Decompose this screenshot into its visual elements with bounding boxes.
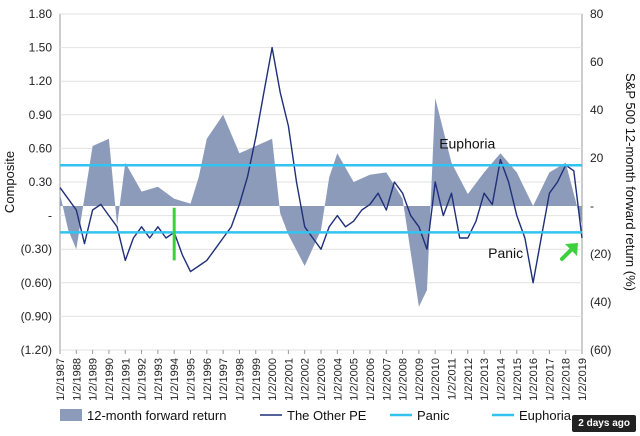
line-the-other-pe [59, 46, 583, 284]
area-12-month-forward-return [60, 98, 582, 307]
annotation-panic: Panic [488, 245, 523, 261]
left-tick-label: (0.90) [21, 309, 52, 323]
legend-item: The Other PE [260, 408, 367, 423]
x-tick-label: 1/2/1995 [186, 358, 198, 401]
x-tick-label: 1/2/2015 [512, 358, 524, 401]
x-tick-label: 1/2/1987 [55, 358, 67, 401]
x-tick-label: 1/2/1999 [251, 358, 263, 401]
left-tick-label: (1.20) [21, 343, 52, 357]
right-tick-label: (20) [590, 247, 611, 261]
x-tick-label: 1/2/2009 [414, 358, 426, 401]
x-tick-label: 1/2/2003 [316, 358, 328, 401]
x-tick-label: 1/2/1989 [88, 358, 100, 401]
x-tick-label: 1/2/2012 [463, 358, 475, 401]
x-tick-label: 1/2/2013 [479, 358, 491, 401]
green-arrow-2019 [560, 242, 578, 261]
left-tick-label: (0.30) [21, 242, 52, 256]
axes: 1.80 1.50 1.20 0.90 0.60 0.30 - (0.30) (0.60) (0.… [2, 7, 638, 401]
left-tick-label: 1.80 [29, 7, 53, 21]
left-tick-label: 1.20 [29, 74, 53, 88]
left-tick-label: - [48, 209, 52, 223]
right-tick-label: (40) [590, 295, 611, 309]
left-axis-title: Composite [2, 151, 17, 213]
x-tick-label: 1/2/1992 [137, 358, 149, 401]
x-tick-label: 1/2/1990 [104, 358, 116, 401]
x-tick-label: 1/2/2011 [447, 358, 459, 400]
legend-item: 12-month forward return [60, 408, 226, 423]
x-tick-label: 1/2/1991 [120, 358, 132, 401]
left-tick-label: 0.30 [29, 175, 53, 189]
annotations: Euphoria Panic [439, 135, 523, 261]
annotation-euphoria: Euphoria [439, 135, 495, 151]
x-tick-label: 1/2/2017 [544, 358, 556, 401]
legend-label: 12-month forward return [87, 408, 226, 423]
x-tick-label: 1/2/2000 [267, 358, 279, 401]
x-tick-label: 1/2/2007 [381, 358, 393, 401]
x-tick-label: 1/2/2018 [561, 358, 573, 401]
thresholds [60, 163, 582, 234]
x-tick-label: 1/2/2004 [332, 358, 344, 401]
x-tick-label: 1/2/2019 [577, 358, 589, 401]
left-tick-label: 0.60 [29, 141, 53, 155]
x-tick-label: 1/2/1988 [71, 358, 83, 401]
x-tick-label: 1/2/2002 [300, 358, 312, 401]
legend-label: Euphoria [519, 408, 572, 423]
forward-return-area [60, 98, 582, 307]
right-tick-label: 60 [590, 55, 604, 69]
x-tick-label: 1/2/2006 [365, 358, 377, 401]
legend-item: Panic [390, 408, 450, 423]
left-tick-label: 0.90 [29, 108, 53, 122]
x-tick-label: 1/2/1998 [234, 358, 246, 401]
markers [172, 207, 578, 261]
x-tick-label: 1/2/2016 [528, 358, 540, 401]
legend-label: Panic [417, 408, 450, 423]
right-tick-label: 80 [590, 7, 604, 21]
x-tick-label: 1/2/1993 [153, 358, 165, 401]
legend: 12-month forward return The Other PE Panic… [60, 408, 572, 423]
left-tick-label: 1.50 [29, 41, 53, 55]
other-pe-line [59, 46, 583, 284]
legend-label: The Other PE [287, 408, 367, 423]
right-axis-title: S&P 500 12-month forward return (%) [623, 73, 638, 291]
right-tick-label: 40 [590, 103, 604, 117]
x-tick-label: 1/2/1994 [169, 358, 181, 401]
x-tick-label: 1/2/2008 [398, 358, 410, 401]
x-tick-label: 1/2/2001 [283, 358, 295, 401]
right-tick-label: - [590, 199, 594, 213]
right-tick-label: (60) [590, 343, 611, 357]
x-tick-label: 1/2/1996 [202, 358, 214, 401]
x-tick-label: 1/2/2005 [349, 358, 361, 401]
x-tick-label: 1/2/2010 [430, 358, 442, 401]
x-tick-label: 1/2/2014 [495, 358, 507, 401]
time-badge: 2 days ago [572, 415, 636, 432]
right-tick-label: 20 [590, 151, 604, 165]
legend-item: Euphoria [492, 408, 572, 423]
x-tick-label: 1/2/1997 [218, 358, 230, 401]
left-tick-label: (0.60) [21, 276, 52, 290]
